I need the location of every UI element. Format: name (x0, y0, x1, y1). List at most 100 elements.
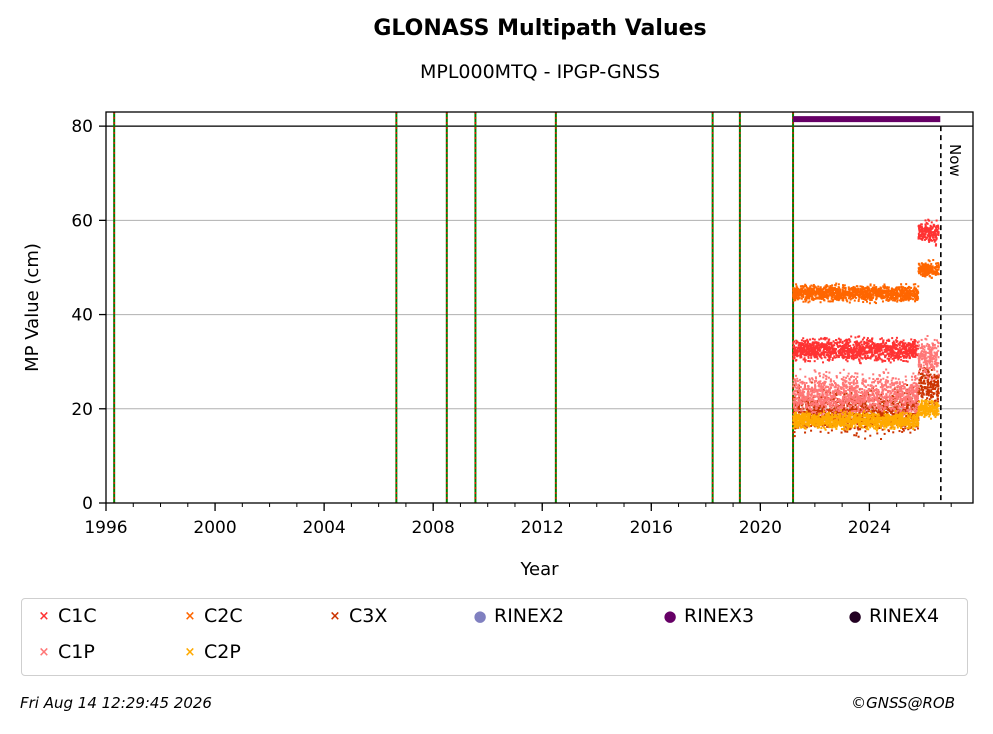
data-point (876, 394, 879, 397)
data-point (863, 346, 866, 349)
data-point (794, 294, 797, 297)
data-point (846, 339, 849, 342)
data-point (913, 395, 916, 398)
data-point (937, 231, 940, 234)
data-point (898, 289, 901, 292)
data-point (827, 290, 830, 293)
data-point (900, 358, 903, 361)
data-point (853, 341, 856, 344)
data-point (906, 405, 909, 408)
data-point (818, 353, 821, 356)
data-point (928, 229, 931, 232)
data-point (871, 289, 874, 292)
data-point (805, 295, 808, 298)
data-point (884, 285, 887, 288)
data-point (858, 346, 861, 349)
data-point (813, 387, 816, 390)
data-point (825, 343, 828, 346)
data-point (831, 405, 834, 408)
data-point (872, 378, 875, 381)
data-point (854, 336, 857, 339)
data-point (907, 428, 910, 431)
data-point (895, 353, 898, 356)
data-point (811, 341, 814, 344)
data-point (805, 426, 808, 429)
data-point (895, 287, 898, 290)
data-point (921, 373, 924, 376)
data-point (907, 344, 910, 347)
data-point (888, 345, 891, 348)
data-point (860, 352, 863, 355)
data-point (856, 399, 859, 402)
data-point (810, 293, 813, 296)
data-point (861, 289, 864, 292)
data-point (934, 386, 937, 389)
data-point (802, 292, 805, 295)
data-point (911, 403, 914, 406)
data-point (811, 396, 814, 399)
data-point (799, 349, 802, 352)
data-point (877, 288, 880, 291)
data-point (821, 393, 824, 396)
data-point (799, 368, 802, 371)
data-point (805, 388, 808, 391)
data-point (936, 268, 939, 271)
data-point (924, 230, 927, 233)
data-point (814, 349, 817, 352)
data-point (858, 398, 861, 401)
data-point (809, 349, 812, 352)
data-point (921, 267, 924, 270)
data-point (813, 353, 816, 356)
data-point (827, 300, 830, 303)
data-point (863, 293, 866, 296)
data-point (797, 389, 800, 392)
data-point (856, 414, 859, 417)
data-point (821, 382, 824, 385)
data-point (819, 345, 822, 348)
data-point (933, 388, 936, 391)
data-point (881, 428, 884, 431)
data-point (887, 290, 890, 293)
data-point (903, 348, 906, 351)
data-point (794, 380, 797, 383)
data-point (825, 288, 828, 291)
data-point (899, 297, 902, 300)
data-point (866, 352, 869, 355)
data-point (899, 406, 902, 409)
data-point (929, 383, 932, 386)
data-point (908, 402, 911, 405)
data-point (918, 227, 921, 230)
data-point (931, 269, 934, 272)
data-point (907, 413, 910, 416)
data-point (914, 406, 917, 409)
data-point (917, 225, 920, 228)
data-point (807, 403, 810, 406)
data-point (804, 339, 807, 342)
data-point (794, 349, 797, 352)
data-point (896, 292, 899, 295)
data-point (885, 393, 888, 396)
data-point (833, 417, 836, 420)
data-point (881, 408, 884, 411)
data-point (888, 290, 891, 293)
data-point (826, 358, 829, 361)
data-point (843, 408, 846, 411)
data-point (827, 355, 830, 358)
data-point (935, 227, 938, 230)
data-point (844, 346, 847, 349)
data-point (930, 380, 933, 383)
data-point (827, 431, 830, 434)
data-point (908, 350, 911, 353)
data-point (811, 298, 814, 301)
data-point (933, 379, 936, 382)
data-point (819, 343, 822, 346)
data-point (902, 295, 905, 298)
data-point (913, 291, 916, 294)
data-point (877, 291, 880, 294)
data-point (802, 410, 805, 413)
data-point (934, 376, 937, 379)
data-point (932, 392, 935, 395)
data-point (837, 399, 840, 402)
data-point (899, 397, 902, 400)
data-point (799, 411, 802, 414)
